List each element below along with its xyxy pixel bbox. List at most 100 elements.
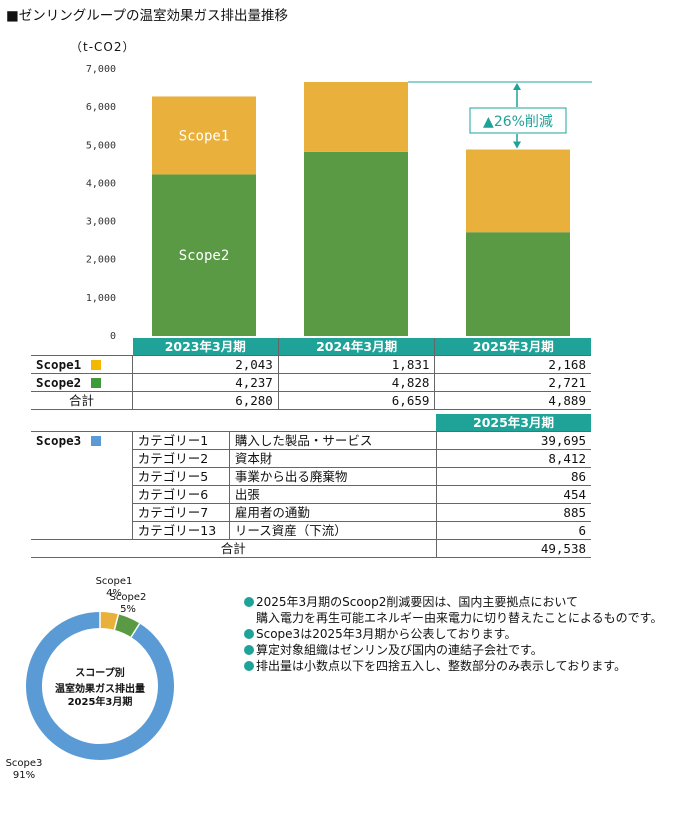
note-item: 排出量は小数点以下を四捨五入し、整数部分のみ表示しております。 xyxy=(244,658,662,674)
total-row: 合計 6,280 6,659 4,889 xyxy=(31,391,591,410)
slice-value: 91% xyxy=(13,770,35,781)
donut-slice-scope2 xyxy=(114,614,140,638)
category-name: 事業から出る廃棄物 xyxy=(228,467,436,486)
notes-list: 2025年3月期のScoop2削減要因は、国内主要拠点において 購入電力を再生可能… xyxy=(244,594,662,674)
table-cell: 6,280 xyxy=(132,391,279,410)
category-cell: カテゴリー2 xyxy=(131,449,230,468)
table-cell: 4,828 xyxy=(277,373,435,392)
category-name: リース資産（下流） xyxy=(228,521,436,540)
table-cell: 454 xyxy=(435,485,591,504)
header-cell: 2025年3月期 xyxy=(434,338,591,356)
table-cell: 86 xyxy=(435,467,591,486)
category-cell: カテゴリー7 xyxy=(131,503,230,522)
y-tick-label: 1,000 xyxy=(86,293,116,304)
reduction-label: ▲26%削減 xyxy=(483,113,553,130)
scope2-swatch xyxy=(91,378,102,388)
table-row: カテゴリー7 雇用者の通勤 885 xyxy=(31,503,591,522)
header-cell: 2023年3月期 xyxy=(132,338,279,356)
bar-segment-scope2 xyxy=(304,151,408,336)
row-label: Scope1 xyxy=(31,355,133,374)
y-tick-label: 4,000 xyxy=(86,178,116,189)
category-cell: カテゴリー6 xyxy=(131,485,230,504)
slice-value: 5% xyxy=(120,604,136,615)
table-cell: 49,538 xyxy=(435,539,591,558)
stacked-bar-chart: 0 1,000 2,000 3,000 4,000 5,000 6,000 7,000 Scop… xyxy=(86,64,592,342)
arrow-head-down xyxy=(513,141,521,149)
table-cell: 885 xyxy=(435,503,591,522)
bar-segment-scope1 xyxy=(152,96,256,175)
slice-label: Scope3 xyxy=(6,758,43,769)
slice-label: Scope1 xyxy=(96,576,133,587)
total-label: 合計 xyxy=(31,539,436,558)
table-cell: 8,412 xyxy=(435,449,591,468)
y-tick-label: 6,000 xyxy=(86,102,116,113)
note-item: 算定対象組織はゼンリン及び国内の連結子会社です。 xyxy=(244,642,662,658)
header-cell: 2024年3月期 xyxy=(277,338,435,356)
category-name: 資本財 xyxy=(228,449,436,468)
bar-segment-scope1 xyxy=(466,149,570,233)
table-cell: 1,831 xyxy=(277,355,435,374)
category-name: 出張 xyxy=(228,485,436,504)
bullet-icon xyxy=(244,645,254,655)
bullet-icon xyxy=(244,597,254,607)
bar-segment-scope1 xyxy=(304,82,408,152)
y-tick-label: 7,000 xyxy=(86,64,116,75)
note-item: 2025年3月期のScoop2削減要因は、国内主要拠点において 購入電力を再生可能… xyxy=(244,594,662,626)
table-cell: 4,237 xyxy=(132,373,279,392)
table-cell: 39,695 xyxy=(435,431,591,450)
page-title: ■ゼンリングループの温室効果ガス排出量推移 xyxy=(6,8,288,24)
scope3-table: 2025年3月期 Scope3 カテゴリー1 購入した製品・サービス 39,69… xyxy=(31,414,591,558)
table-cell: 2,043 xyxy=(132,355,279,374)
table-header-row: 2023年3月期 2024年3月期 2025年3月期 xyxy=(31,338,591,356)
bullet-icon xyxy=(244,661,254,671)
category-name: 購入した製品・サービス xyxy=(228,431,436,450)
table-cell: 6,659 xyxy=(277,391,435,410)
table-cell: 2,168 xyxy=(434,355,591,374)
slice-separator xyxy=(130,623,141,638)
category-cell: カテゴリー1 xyxy=(131,431,230,450)
arrow-head-up xyxy=(513,83,521,91)
category-name: 雇用者の通勤 xyxy=(228,503,436,522)
series-label: Scope1 xyxy=(179,128,230,144)
total-label: 合計 xyxy=(31,391,133,410)
slice-value: 4% xyxy=(106,588,122,599)
donut-center-period: 2025年3月期 xyxy=(68,695,133,708)
table-row: カテゴリー5 事業から出る廃棄物 86 xyxy=(31,467,591,486)
table-row: Scope1 2,043 1,831 2,168 xyxy=(31,355,591,374)
bullet-icon xyxy=(244,629,254,639)
table-header-row: 2025年3月期 xyxy=(31,414,591,432)
y-tick-label: 0 xyxy=(110,331,116,342)
scope3-swatch xyxy=(91,436,102,447)
table-row: カテゴリー6 出張 454 xyxy=(31,485,591,504)
table-cell: 4,889 xyxy=(434,391,591,410)
slice-label: Scope2 xyxy=(110,592,147,603)
donut-slice-scope3 xyxy=(26,612,174,760)
donut-center-title: スコープ別 xyxy=(75,666,124,679)
header-cell: 2025年3月期 xyxy=(436,414,591,432)
category-cell: カテゴリー13 xyxy=(131,521,230,540)
table-row: カテゴリー13 リース資産（下流） 6 xyxy=(31,521,591,540)
row-label: Scope2 xyxy=(31,373,133,392)
unit-label: （t-CO2） xyxy=(70,40,136,54)
category-cell: カテゴリー5 xyxy=(131,467,230,486)
table-row: Scope2 4,237 4,828 2,721 xyxy=(31,373,591,392)
table-row: Scope3 カテゴリー1 購入した製品・サービス 39,695 xyxy=(31,431,591,450)
y-tick-label: 3,000 xyxy=(86,217,116,228)
y-tick-label: 5,000 xyxy=(86,140,116,151)
note-item: Scope3は2025年3月期から公表しております。 xyxy=(244,626,662,642)
reduction-badge xyxy=(469,107,567,134)
y-tick-label: 2,000 xyxy=(86,255,116,266)
slice-separator xyxy=(113,614,120,631)
series-label: Scope2 xyxy=(179,248,230,264)
table-cell: 2,721 xyxy=(434,373,591,392)
donut-center-subtitle: 温室効果ガス排出量 xyxy=(55,682,145,695)
scope12-table: 2023年3月期 2024年3月期 2025年3月期 Scope1 2,043 … xyxy=(31,338,591,410)
total-row: 合計 49,538 xyxy=(31,539,591,558)
scope1-swatch xyxy=(91,360,102,370)
table-row: カテゴリー2 資本財 8,412 xyxy=(31,449,591,468)
donut-slice-scope1 xyxy=(99,612,119,630)
row-label: Scope3 xyxy=(31,431,133,450)
bar-segment-scope2 xyxy=(152,174,256,336)
table-cell: 6 xyxy=(435,521,591,540)
